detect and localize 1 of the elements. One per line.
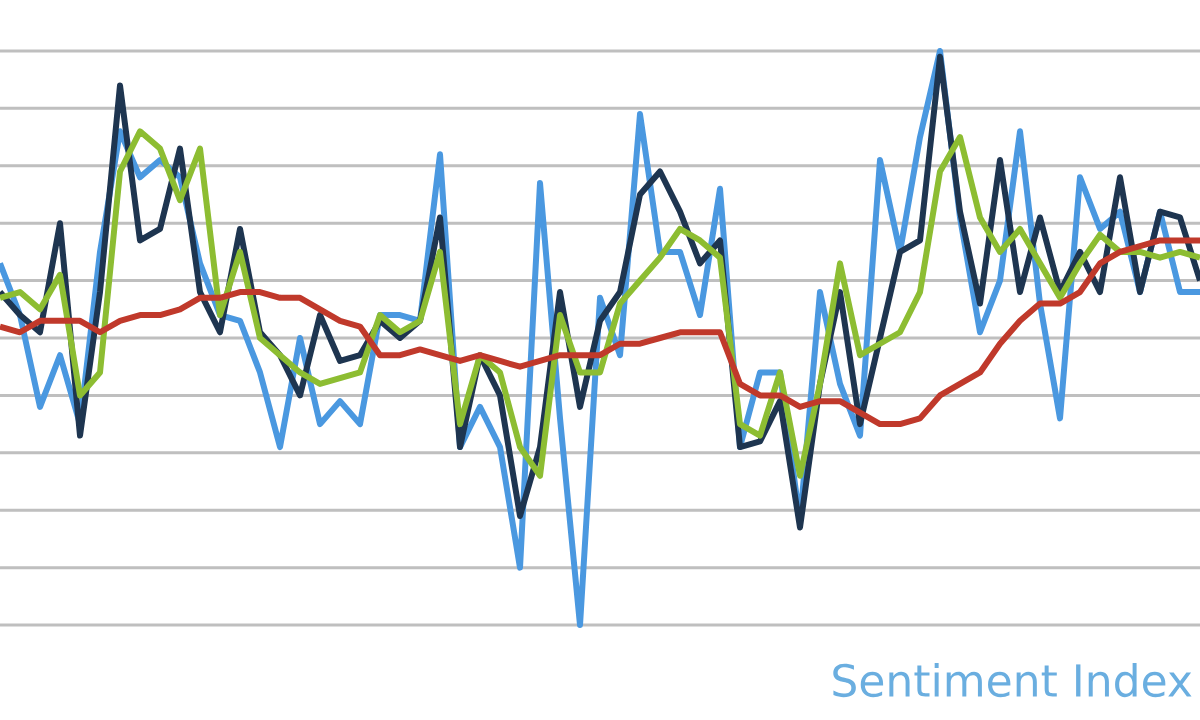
- text: Sentiment Index: [833, 663, 1192, 698]
